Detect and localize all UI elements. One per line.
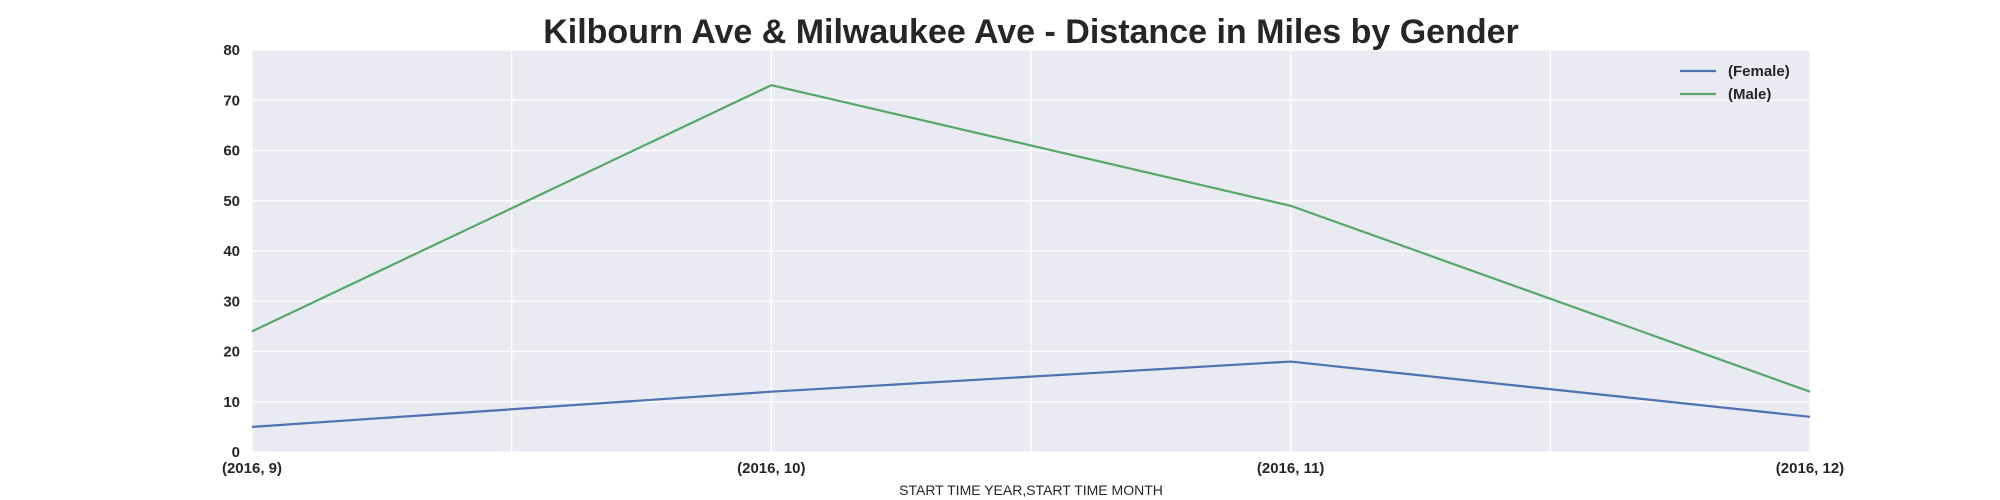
- series-line: [251, 84, 1811, 393]
- y-tick-label: 70: [223, 92, 240, 109]
- y-tick-label: 20: [223, 344, 240, 361]
- y-tick-label: 50: [223, 193, 240, 210]
- x-tick-label: (2016, 9): [222, 460, 282, 477]
- y-tick-label: 40: [223, 243, 240, 260]
- y-tick-label: 10: [223, 394, 240, 411]
- legend: (Female) (Male): [1680, 63, 1790, 103]
- y-tick-label: 60: [223, 143, 240, 160]
- x-tick-label: (2016, 10): [737, 460, 805, 477]
- y-tick-label: 0: [232, 444, 240, 461]
- series-lines: [251, 84, 1811, 428]
- x-tick-label: (2016, 11): [1257, 460, 1325, 477]
- x-tick-label: (2016, 12): [1776, 460, 1844, 477]
- x-axis-label: START TIME YEAR,START TIME MONTH: [899, 482, 1163, 498]
- legend-label: (Female): [1728, 63, 1790, 80]
- grid: [251, 49, 1811, 453]
- series-line: [251, 360, 1811, 428]
- tick-labels: 0 10 20 30 40 50 60 70 80 (2016, 9) (2016, 10) (201…: [222, 42, 1844, 477]
- y-tick-label: 30: [223, 293, 240, 310]
- y-tick-label: 80: [223, 42, 240, 59]
- legend-label: (Male): [1728, 86, 1771, 103]
- chart-title: Kilbourn Ave & Milwaukee Ave - Distance …: [543, 13, 1519, 51]
